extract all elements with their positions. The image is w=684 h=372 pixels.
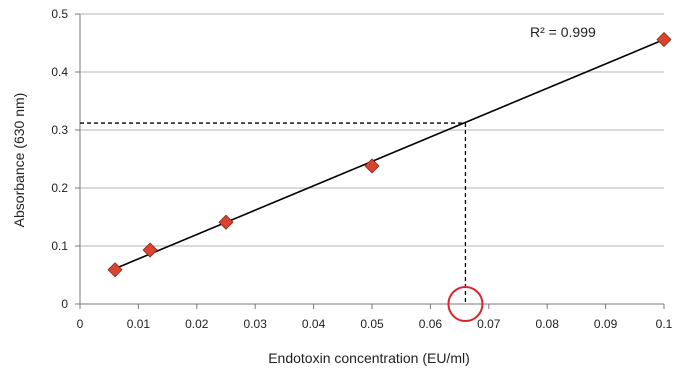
x-tick-label: 0.01 [127, 317, 151, 331]
x-tick-label: 0 [77, 317, 84, 331]
y-tick-label: 0.2 [51, 181, 68, 195]
y-tick-labels: 0 0.1 0.2 0.3 0.4 0.5 [51, 7, 68, 311]
data-points [107, 31, 672, 278]
highlight-group [447, 286, 484, 322]
trendline-group [114, 38, 665, 270]
data-point [364, 158, 380, 174]
x-tick-label: 0.09 [594, 317, 618, 331]
x-tick-label: 0.1 [656, 317, 673, 331]
y-tick-label: 0.4 [51, 65, 68, 79]
r-squared-label: R² = 0.999 [530, 24, 596, 40]
trendline [114, 38, 665, 270]
y-axis-title: Absorbance (630 nm) [11, 93, 27, 228]
x-tick-label: 0.08 [536, 317, 560, 331]
x-tick-label: 0.07 [477, 317, 501, 331]
highlight-circle [447, 286, 484, 322]
x-tick-labels: 0 0.01 0.02 0.03 0.04 0.05 0.06 0.07 0.08 0.09 0.1 [77, 317, 673, 331]
x-tick-label: 0.05 [360, 317, 384, 331]
data-point [656, 31, 672, 48]
data-point [107, 262, 123, 278]
x-tick-label: 0.03 [244, 317, 268, 331]
data-point [142, 242, 158, 258]
y-tick-label: 0.5 [51, 7, 68, 21]
y-tick-label: 0.1 [51, 239, 68, 253]
x-axis-title: Endotoxin concentration (EU/ml) [268, 350, 470, 366]
x-tick-label: 0.02 [185, 317, 209, 331]
y-tick-label: 0 [61, 297, 68, 311]
x-tick-label: 0.04 [302, 317, 326, 331]
x-tick-label: 0.06 [419, 317, 443, 331]
data-point [218, 214, 234, 230]
reference-lines [80, 122, 467, 304]
axes [75, 13, 665, 309]
y-tick-label: 0.3 [51, 123, 68, 137]
grid-lines [80, 13, 664, 247]
